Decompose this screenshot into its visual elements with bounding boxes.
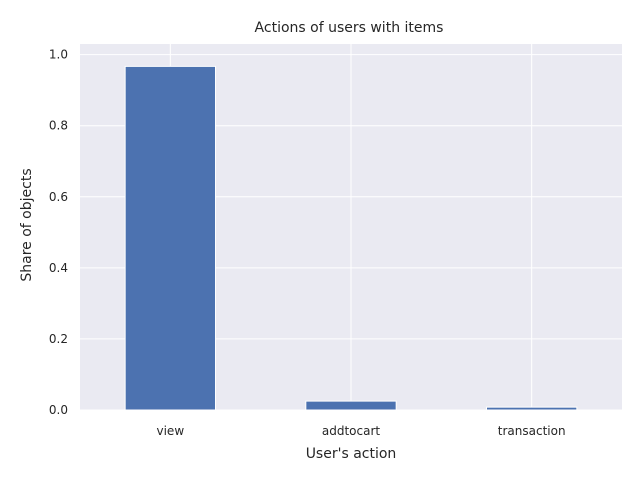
bars [124,65,578,411]
x-axis-label: User's action [306,446,397,462]
x-tick-label: addtocart [322,424,381,438]
bar-view [124,65,216,411]
x-tick-label: transaction [498,424,566,438]
y-axis-label: Share of objects [19,168,35,281]
y-tick-labels: 0.0 0.2 0.4 0.6 0.8 1.0 [49,48,68,417]
y-tick-label: 0.0 [49,403,68,417]
y-tick-label: 0.4 [49,261,68,275]
y-tick-label: 0.8 [49,119,68,133]
bar-addtocart [305,400,397,411]
y-tick-label: 1.0 [49,48,68,62]
x-tick-labels: view addtocart transaction [157,424,566,438]
chart-title: Actions of users with items [255,20,444,36]
bar-transaction [486,406,578,411]
x-tick-label: view [157,424,185,438]
y-tick-label: 0.6 [49,190,68,204]
y-tick-label: 0.2 [49,332,68,346]
